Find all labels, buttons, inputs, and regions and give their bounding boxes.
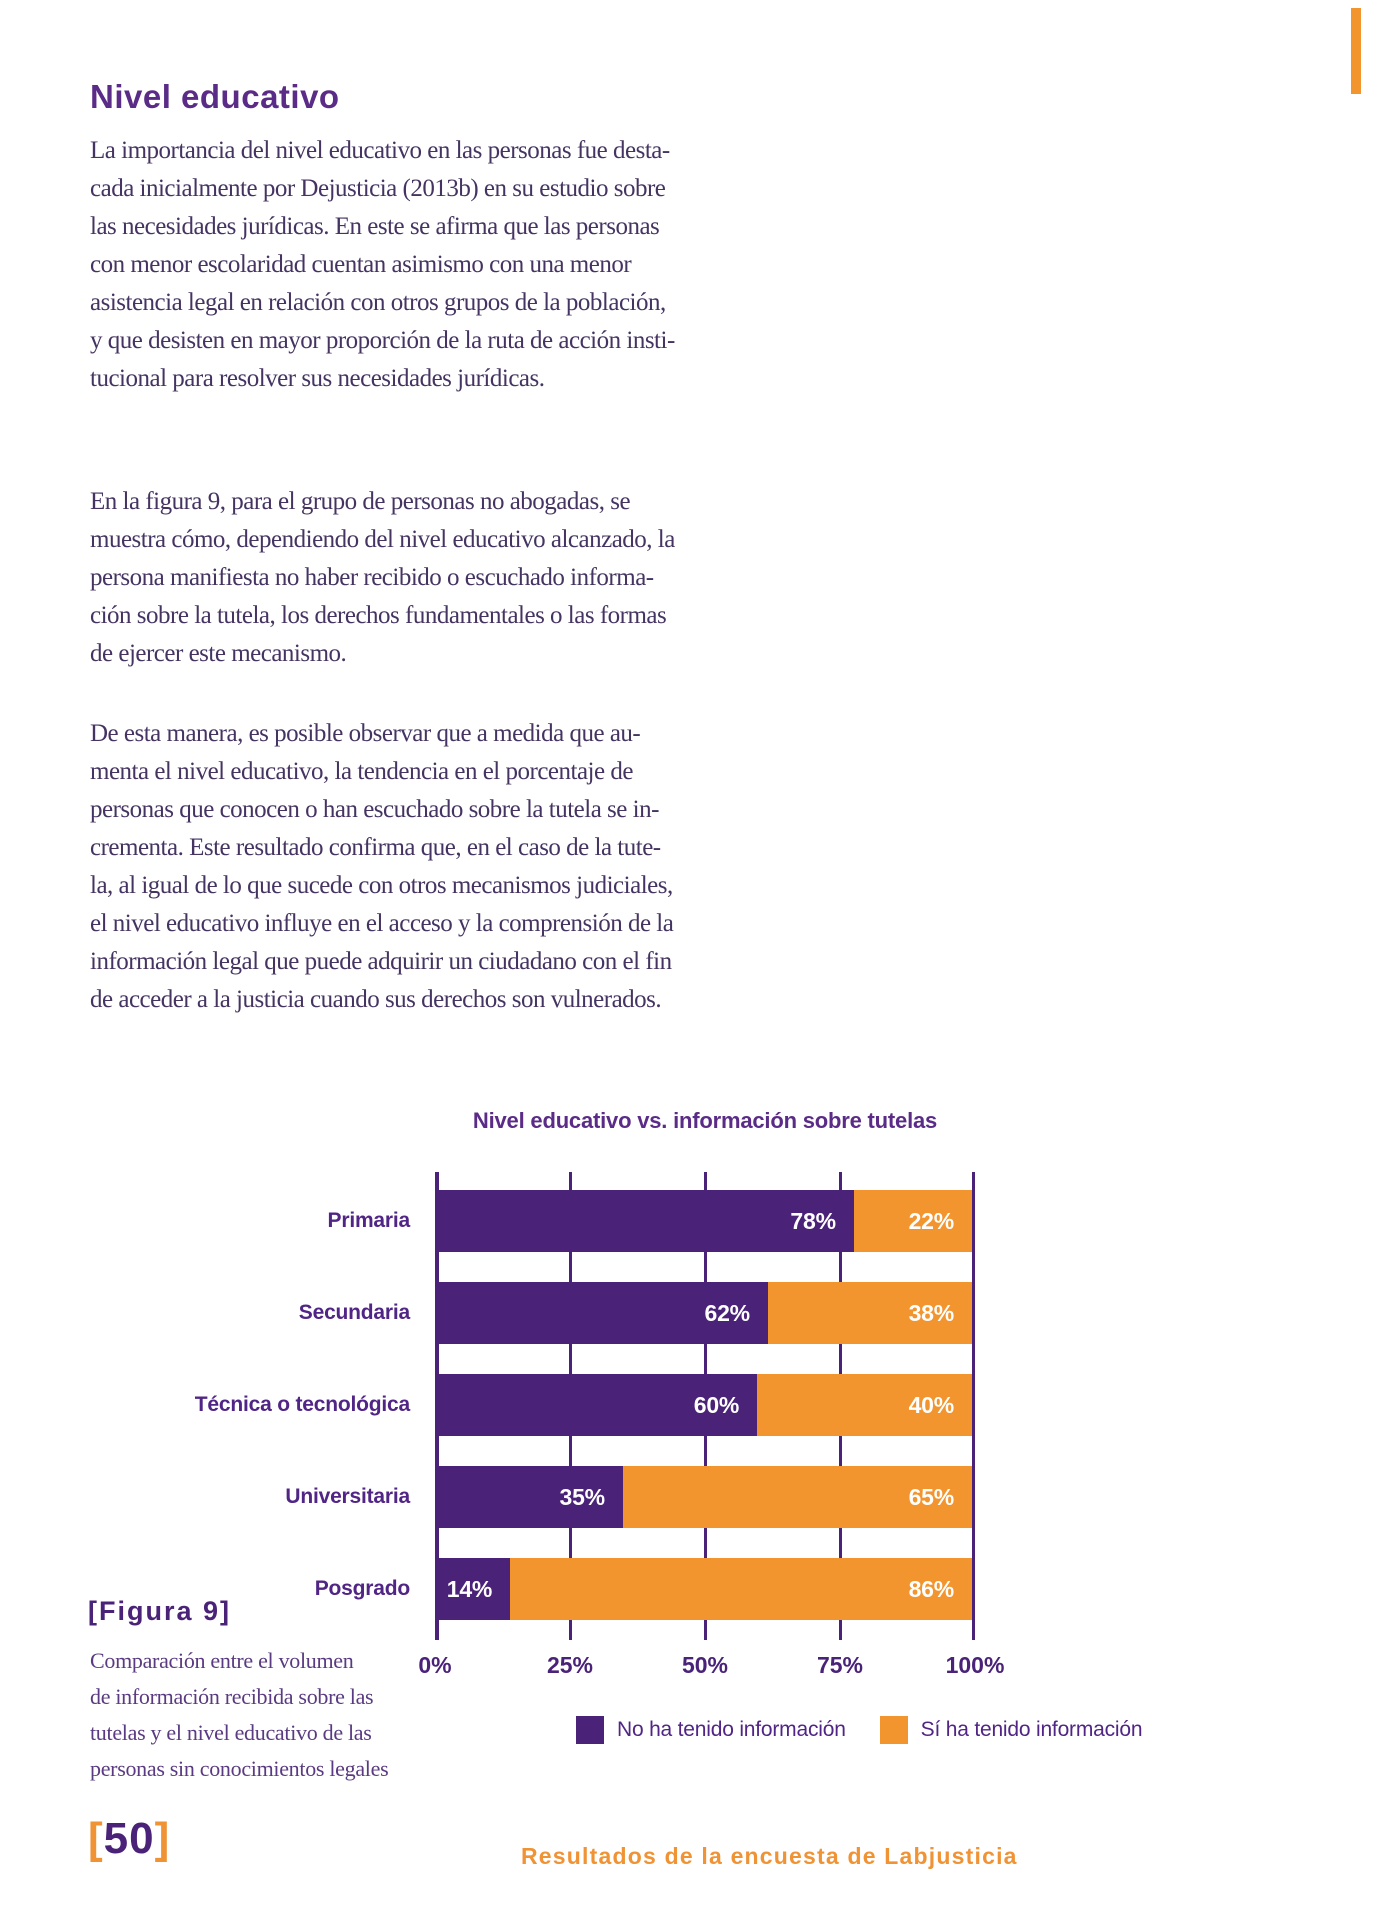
- page-number-bracket-open: [: [88, 1814, 104, 1863]
- bar-segment-si-info: 65%: [622, 1466, 972, 1528]
- legend-item-no-info: No ha tenido información: [576, 1716, 846, 1744]
- bar-segment-si-info: 22%: [853, 1190, 972, 1252]
- page-number: [50]: [88, 1814, 170, 1864]
- chart-x-axis: 0% 25% 50% 75% 100%: [418, 1652, 1004, 1682]
- footer-running-title: Resultados de la encuesta de Labjusticia: [521, 1843, 1018, 1869]
- bar-value-label: 40%: [908, 1391, 955, 1418]
- bar-segment-no-info: 78%: [435, 1190, 854, 1252]
- bar-row-secundaria: 62% 38%: [435, 1282, 972, 1344]
- bar-segment-no-info: 14%: [435, 1558, 511, 1620]
- x-axis-tick-label: 75%: [816, 1652, 864, 1678]
- bar-value-label: 14%: [446, 1575, 493, 1602]
- category-label: Universitaria: [285, 1485, 410, 1508]
- x-axis-tick-label: 0%: [418, 1652, 452, 1678]
- x-axis-tick-label: 25%: [546, 1652, 594, 1678]
- chart-category-labels: Primaria Secundaria Técnica o tecnológica U…: [90, 1172, 410, 1640]
- bar-value-label: 38%: [908, 1299, 955, 1326]
- bar-segment-si-info: 38%: [767, 1282, 972, 1344]
- legend-label-no-info: No ha tenido información: [617, 1718, 846, 1741]
- x-axis-tick-label: 50%: [681, 1652, 729, 1678]
- section-title: Nivel educativo: [90, 78, 340, 115]
- body-paragraph-1: La importancia del nivel educativo en la…: [90, 137, 675, 392]
- bar-row-universitaria: 35% 65%: [435, 1466, 972, 1528]
- category-label: Técnica o tecnológica: [194, 1393, 410, 1416]
- page-number-bracket-close: ]: [154, 1814, 171, 1863]
- chart-title: Nivel educativo vs. información sobre tu…: [472, 1108, 938, 1133]
- bar-row-posgrado: 14% 86%: [435, 1558, 972, 1620]
- legend-label-si-info: Sí ha tenido información: [920, 1718, 1143, 1741]
- bar-value-label: 62%: [704, 1299, 751, 1326]
- bar-value-label: 22%: [908, 1207, 955, 1234]
- bar-segment-si-info: 40%: [757, 1374, 972, 1436]
- category-label: Posgrado: [314, 1577, 410, 1600]
- legend-item-si-info: Sí ha tenido información: [879, 1716, 1143, 1744]
- figure-label: [Figura 9]: [88, 1596, 232, 1626]
- bar-row-primaria: 78% 22%: [435, 1190, 972, 1252]
- chart-plot: 78% 22% 62% 38% 60% 40% 35% 65% 14% 86%: [435, 1172, 975, 1640]
- bar-segment-no-info: 62%: [435, 1282, 768, 1344]
- bar-row-t-cnica-o-tecnol-gica: 60% 40%: [435, 1374, 972, 1436]
- bar-value-label: 86%: [908, 1575, 955, 1602]
- page-edge-marker: [1351, 8, 1361, 94]
- figure-caption: Comparación entre el volumen de informac…: [90, 1648, 389, 1781]
- body-paragraph-3: De esta manera, es posible observar que …: [90, 720, 674, 1013]
- bar-value-label: 78%: [790, 1207, 836, 1234]
- bar-segment-no-info: 60%: [435, 1374, 758, 1436]
- bar-segment-no-info: 35%: [435, 1466, 623, 1528]
- category-label: Primaria: [327, 1209, 411, 1232]
- body-paragraph-2: En la figura 9, para el grupo de persona…: [90, 488, 675, 667]
- chart-legend: No ha tenido información Sí ha tenido in…: [576, 1716, 1143, 1744]
- legend-swatch-no-info: [576, 1716, 604, 1744]
- category-label: Secundaria: [298, 1301, 410, 1324]
- bar-value-label: 60%: [693, 1391, 740, 1418]
- x-axis-tick-label: 100%: [945, 1652, 1005, 1678]
- gridline-100: [972, 1172, 975, 1640]
- bar-segment-si-info: 86%: [510, 1558, 972, 1620]
- page-number-value: 50: [103, 1814, 155, 1863]
- bar-value-label: 35%: [559, 1483, 606, 1510]
- legend-swatch-si-info: [879, 1716, 908, 1744]
- bar-value-label: 65%: [908, 1483, 955, 1510]
